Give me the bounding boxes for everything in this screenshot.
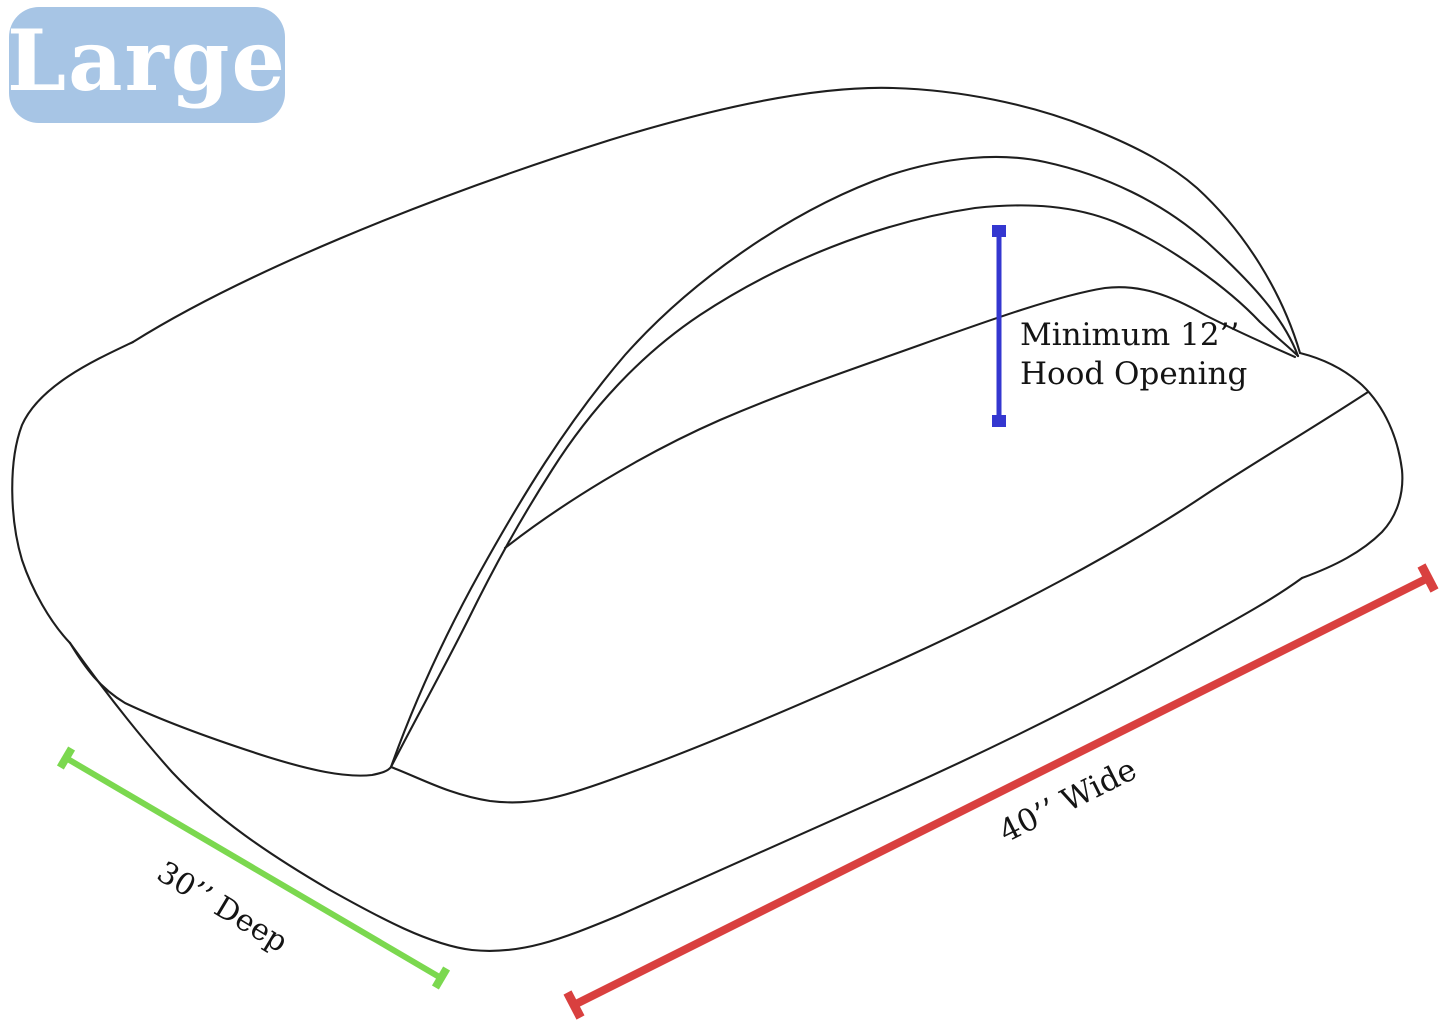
base-bottom-edge (68, 576, 1304, 952)
hood-opening-dimension-line (992, 225, 1006, 427)
width-label: 40’’ Wide (993, 751, 1142, 850)
base-top-left-edge (68, 641, 393, 777)
bed-outline-group (11, 86, 1404, 952)
size-badge-label: Large (7, 11, 287, 110)
depth-dimension-line (56, 746, 451, 990)
bed-left-end-edge (11, 340, 135, 645)
hood-top-ridge-line (131, 86, 1302, 355)
cushion-back-edge-line (503, 286, 1297, 550)
base-top-front-edge (389, 390, 1370, 804)
right-corner-edge (1298, 351, 1404, 580)
size-badge: Large (7, 7, 287, 123)
depth-label: 30’’ Deep (151, 855, 294, 960)
hood-opening-label-line2: Hood Opening (1020, 356, 1247, 392)
hood-rim-inner-line (389, 204, 1300, 769)
hood-rim-outer-line (389, 155, 1300, 769)
hood-opening-label-line1: Minimum 12’’ (1020, 317, 1239, 353)
width-dimension-line (563, 563, 1439, 1020)
